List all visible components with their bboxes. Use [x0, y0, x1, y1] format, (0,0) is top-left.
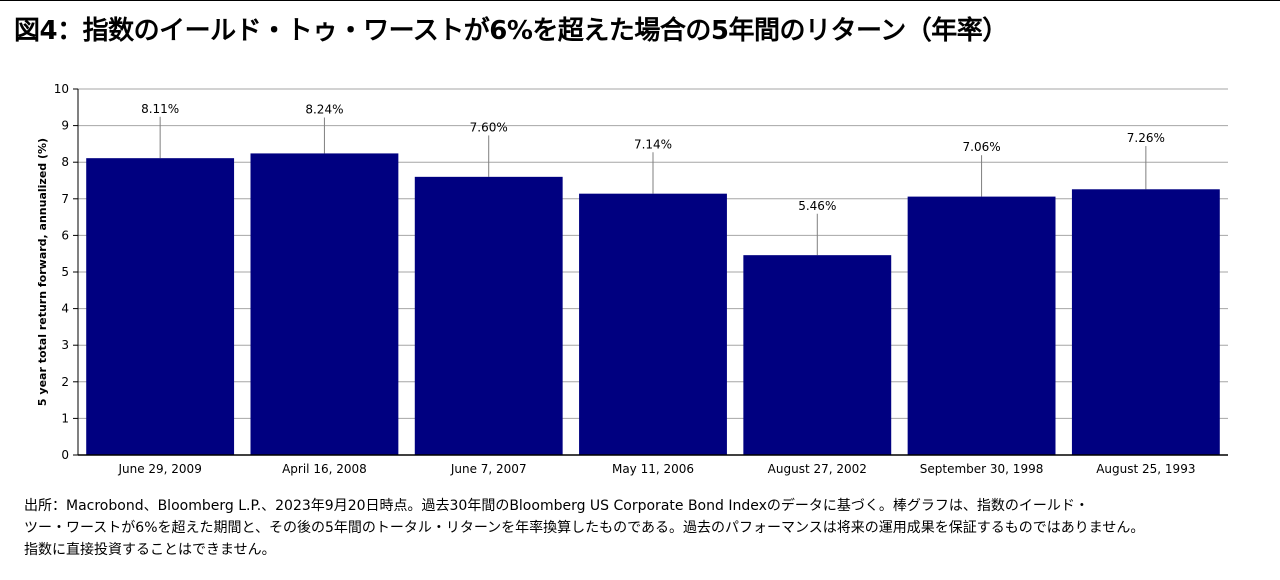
y-tick-label: 3	[61, 338, 69, 352]
bars	[86, 153, 1220, 455]
data-label: 8.11%	[141, 102, 179, 116]
footnote-line-3: 指数に直接投資することはできません。	[24, 542, 276, 558]
bar	[907, 196, 1056, 455]
chart-title: 図4：指数のイールド・トゥ・ワーストが6%を超えた場合の5年間のリターン（年率）	[14, 16, 1008, 46]
x-tick-label: June 7, 2007	[450, 462, 527, 476]
source-footnote: 出所：Macrobond、Bloomberg L.P.、2023年9月20日時点…	[24, 495, 1264, 561]
top-rule	[0, 0, 1280, 1]
chart-area: 0 1 2 3 4 5 6 7 8 9 10 June 29, 2009 April 16, 2008 J…	[0, 70, 1280, 490]
bar	[579, 193, 727, 455]
label-leader-lines	[159, 116, 1147, 256]
y-tick-label: 8	[61, 155, 69, 169]
axes: 0 1 2 3 4 5 6 7 8 9 10 June 29, 2009 April 16, 2008 J…	[54, 82, 1228, 476]
y-tick-label: 1	[61, 411, 69, 425]
y-tick-label: 9	[61, 119, 69, 133]
data-label: 8.24%	[305, 102, 343, 116]
y-tick-label: 6	[61, 228, 69, 242]
data-label: 7.06%	[963, 140, 1001, 154]
bar	[414, 176, 563, 455]
footnote-line-1: 出所：Macrobond、Bloomberg L.P.、2023年9月20日時点…	[24, 498, 1089, 514]
y-tick-label: 0	[61, 448, 69, 462]
bar	[86, 158, 235, 455]
bar	[250, 153, 399, 455]
bar	[743, 255, 892, 455]
bar-chart: 0 1 2 3 4 5 6 7 8 9 10 June 29, 2009 April 16, 2008 J…	[36, 82, 1228, 476]
bar	[1071, 189, 1220, 455]
y-tick-label: 10	[54, 82, 69, 96]
y-tick-label: 5	[61, 265, 69, 279]
y-axis-title: 5 year total return forward, annualized …	[36, 138, 49, 406]
x-tick-label: April 16, 2008	[282, 462, 367, 476]
y-tick-label: 2	[61, 375, 69, 389]
data-labels: 8.11% 8.24% 7.60% 7.14% 5.46% 7.06% 7.26%	[141, 102, 1165, 213]
data-label: 7.26%	[1127, 131, 1165, 145]
footnote-line-2: ツー・ワーストが6%を超えた期間と、その後の5年間のトータル・リターンを年率換算…	[24, 520, 1145, 536]
y-tick-label: 7	[61, 192, 69, 206]
data-label: 5.46%	[798, 199, 836, 213]
x-tick-label: June 29, 2009	[117, 462, 201, 476]
x-tick-label: August 27, 2002	[768, 462, 867, 476]
x-tick-label: May 11, 2006	[612, 462, 694, 476]
data-label: 7.14%	[634, 137, 672, 151]
data-label: 7.60%	[470, 120, 508, 134]
x-tick-label: September 30, 1998	[920, 462, 1044, 476]
x-tick-label: August 25, 1993	[1096, 462, 1195, 476]
y-tick-label: 4	[61, 302, 69, 316]
